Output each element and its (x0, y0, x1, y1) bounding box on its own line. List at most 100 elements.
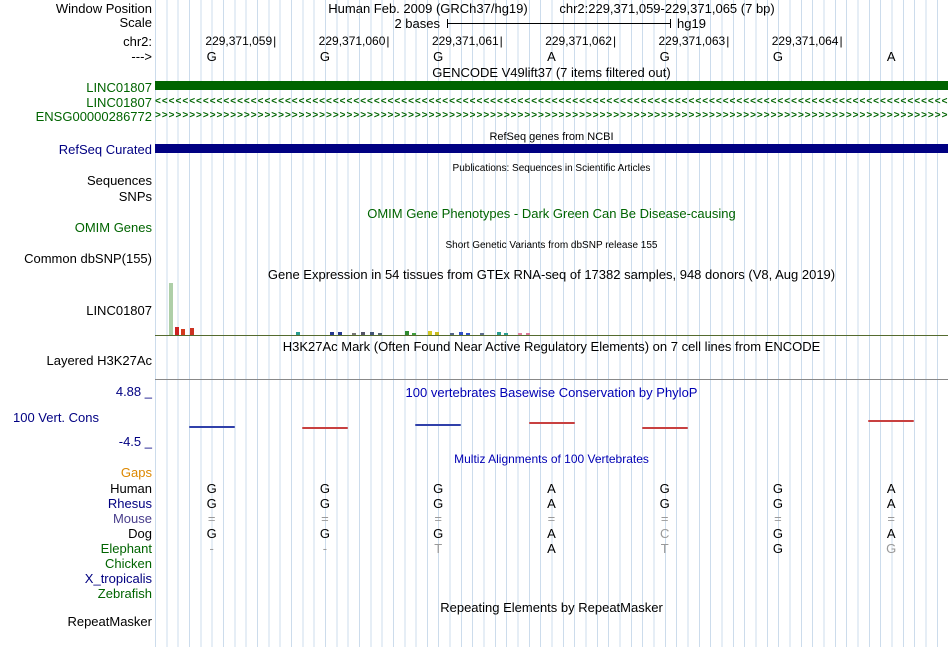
gtex-tissue-bar (405, 331, 409, 336)
refseq-curated-bar[interactable] (155, 144, 948, 153)
sidebar-item-linc01807-transcript[interactable]: LINC01807 (86, 95, 152, 110)
repeatmasker-track-header: Repeating Elements by RepeatMasker (440, 600, 663, 615)
linc01807-intron-arrows[interactable]: <<<<<<<<<<<<<<<<<<<<<<<<<<<<<<<<<<<<<<<<… (155, 96, 948, 107)
sidebar-item-x_tropicalis[interactable]: X_tropicalis (84, 571, 152, 586)
sidebar-item-snps[interactable]: SNPs (118, 189, 152, 204)
multiz-species-row: Dog G G G A C G A (0, 526, 950, 541)
gtex-tissue-bar (428, 331, 432, 336)
alignment-base: - (209, 541, 214, 556)
multiz-species-row: Elephant - - T A T G G (0, 541, 950, 556)
sidebar-item-ensg00000286772[interactable]: ENSG00000286772 (35, 109, 152, 124)
multiz-track-header: Multiz Alignments of 100 Vertebrates (454, 452, 649, 466)
linc01807-exon-bar[interactable] (155, 81, 948, 90)
assembly-label: Human Feb. 2009 (GRCh37/hg19) (328, 1, 528, 16)
alignment-base: G (772, 496, 784, 511)
coordinate-label: 229,371,063| (658, 34, 730, 48)
alignment-base: T (660, 541, 669, 556)
coordinate-label: 229,371,061| (431, 34, 503, 48)
gencode-track-header: GENCODE V49lift37 (7 items filtered out) (432, 65, 671, 80)
sidebar-item-elephant[interactable]: Elephant (100, 541, 152, 556)
sidebar-item-100-vert-cons[interactable]: 100 Vert. Cons (13, 410, 99, 425)
gtex-tissue-bar (296, 332, 300, 336)
scale-genome-label: hg19 (677, 16, 706, 31)
sidebar-item-mouse[interactable]: Mouse (112, 511, 152, 526)
gtex-tissue-bar (466, 333, 470, 336)
scale-label: Scale (119, 15, 152, 30)
gtex-tissue-bar (352, 333, 356, 336)
gtex-tissue-bar (518, 333, 522, 336)
reference-base: G (772, 49, 784, 64)
gtex-baseline (155, 335, 948, 336)
sidebar-item-human[interactable]: Human (110, 481, 152, 496)
grid-guidelines (155, 0, 948, 647)
multiz-species-row: Chicken (0, 556, 950, 571)
gtex-expression-chart (155, 280, 948, 336)
alignment-base: G (772, 481, 784, 496)
coordinate-tick: | (273, 34, 277, 48)
multiz-species-row: Zebrafish (0, 586, 950, 601)
alignment-base: A (547, 496, 556, 511)
gtex-tissue-bar (435, 332, 439, 336)
reference-base: A (547, 49, 556, 64)
coordinate-tick: | (499, 34, 503, 48)
gtex-tissue-bar (175, 327, 179, 336)
sidebar-item-chicken[interactable]: Chicken (105, 556, 152, 571)
alignment-base: C (660, 526, 670, 541)
alignment-base: G (319, 481, 330, 496)
reference-base: G (433, 49, 444, 64)
sidebar-item-sequences[interactable]: Sequences (86, 173, 152, 188)
multiz-alignment-rows: Human G G G A G G A Rhesus G G G A G G A Mouse = = = = = = = Dog… (0, 481, 950, 601)
coordinate-tick: | (726, 34, 730, 48)
chromosome-label: chr2: (123, 34, 152, 49)
sidebar-item-repeatmasker[interactable]: RepeatMasker (67, 614, 152, 629)
coordinate-tick: | (612, 34, 617, 48)
alignment-cells: = = = = = = = (155, 511, 948, 526)
sidebar-item-layered-h3k27ac[interactable]: Layered H3K27Ac (46, 353, 152, 368)
position-header: Human Feb. 2009 (GRCh37/hg19) chr2:229,3… (155, 2, 948, 16)
alignment-base: A (547, 526, 556, 541)
alignment-base: G (659, 496, 670, 511)
gtex-tissue-bar (412, 333, 416, 336)
sidebar-item-rhesus[interactable]: Rhesus (107, 496, 152, 511)
gtex-tissue-bar (181, 329, 185, 336)
sidebar-item-linc01807-gene[interactable]: LINC01807 (86, 80, 152, 95)
phylop-max-value: 4.88 _ (115, 384, 152, 399)
coordinate-tick: | (839, 34, 843, 48)
alignment-base: A (886, 496, 896, 511)
refseq-track-header: RefSeq genes from NCBI (489, 131, 614, 143)
ensg00000286772-intron-arrows[interactable]: >>>>>>>>>>>>>>>>>>>>>>>>>>>>>>>>>>>>>>>>… (155, 110, 948, 121)
gtex-tissue-bar (450, 333, 454, 336)
gtex-track-header: Gene Expression in 54 tissues from GTEx … (267, 267, 836, 282)
gtex-tissue-bar (370, 332, 374, 336)
alignment-base: A (886, 481, 896, 496)
alignment-base: = (660, 511, 669, 526)
sidebar-item-refseq-curated[interactable]: RefSeq Curated (58, 142, 152, 157)
multiz-species-row: X_tropicalis (0, 571, 950, 586)
coordinates-row: 229,371,059| 229,371,060| 229,371,061| 229,… (163, 34, 843, 48)
gtex-tissue-bar (480, 333, 484, 336)
alignment-base: = (547, 511, 556, 526)
alignment-base: G (772, 526, 784, 541)
gtex-tissue-bar (504, 333, 508, 336)
omim-track-header: OMIM Gene Phenotypes - Dark Green Can Be… (367, 206, 736, 221)
coordinate-tick: | (386, 34, 390, 48)
sidebar-item-common-dbsnp155[interactable]: Common dbSNP(155) (24, 251, 152, 266)
sidebar-item-gaps[interactable]: Gaps (120, 465, 152, 480)
sidebar-item-omim-genes[interactable]: OMIM Genes (74, 220, 152, 235)
sidebar-item-zebrafish[interactable]: Zebrafish (97, 586, 152, 601)
sidebar-item-gtex-linc01807[interactable]: LINC01807 (86, 303, 152, 318)
alignment-base: A (547, 541, 556, 556)
gtex-tissue-bar (338, 332, 342, 336)
alignment-base: T (434, 541, 443, 556)
alignment-base: = (434, 511, 442, 526)
sidebar-item-dog[interactable]: Dog (128, 526, 152, 541)
alignment-base: G (433, 526, 444, 541)
reference-base: G (659, 49, 670, 64)
scale-bar (447, 19, 671, 28)
alignment-base: G (433, 481, 444, 496)
alignment-base: G (886, 541, 897, 556)
gtex-tissue-bar (190, 328, 194, 336)
coordinate-label: 229,371,064| (771, 34, 843, 48)
